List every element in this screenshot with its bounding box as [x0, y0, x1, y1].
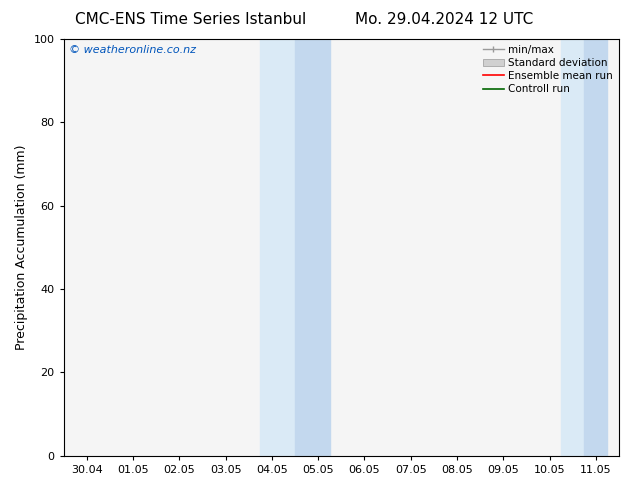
Text: CMC-ENS Time Series Istanbul: CMC-ENS Time Series Istanbul [75, 12, 306, 27]
Text: © weatheronline.co.nz: © weatheronline.co.nz [69, 45, 196, 55]
Y-axis label: Precipitation Accumulation (mm): Precipitation Accumulation (mm) [15, 145, 28, 350]
Bar [561, 39, 585, 456]
Bar [585, 39, 607, 456]
Text: Mo. 29.04.2024 12 UTC: Mo. 29.04.2024 12 UTC [354, 12, 533, 27]
Bar [295, 39, 330, 456]
Bar [261, 39, 295, 456]
Legend: min/max, Standard deviation, Ensemble mean run, Controll run: min/max, Standard deviation, Ensemble me… [479, 41, 617, 98]
